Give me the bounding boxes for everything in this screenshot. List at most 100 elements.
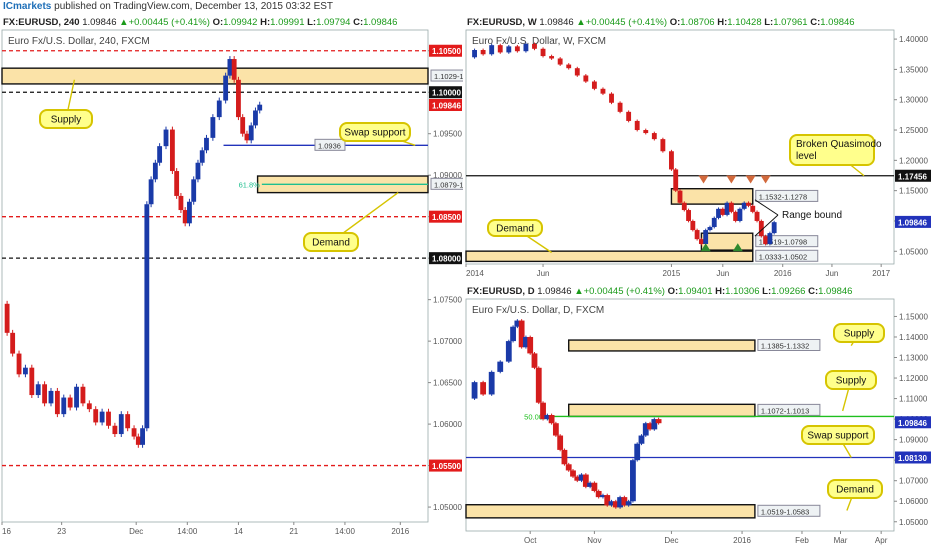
callout-text: Demand: [496, 224, 534, 235]
chart-weekly-panel[interactable]: FX:EURUSD, W 1.09846 ▲+0.00445 (+0.41%) …: [464, 14, 932, 283]
price-tag-box: [429, 252, 462, 265]
topline-part: FX:EURUSD, 240: [3, 17, 82, 28]
candle-body: [591, 482, 598, 491]
price-tag-box: [429, 44, 462, 57]
candle-body: [557, 58, 563, 65]
callout-text: Supply: [836, 376, 867, 387]
candle-body: [48, 390, 54, 404]
y-tick-label: 1.07000: [433, 337, 462, 346]
callout-box: [339, 122, 411, 142]
zone-label-box: [430, 177, 463, 190]
candle-body: [497, 361, 504, 372]
zone-box: [670, 188, 754, 205]
candle-body: [144, 204, 150, 429]
candle-body: [548, 415, 555, 424]
candle-body: [758, 220, 764, 237]
candle-body: [540, 402, 546, 420]
candle-body: [472, 50, 477, 58]
x-tick-label: 2016: [774, 269, 792, 278]
y-tick-label: 1.25000: [899, 126, 928, 135]
candle-body: [587, 482, 594, 487]
candle-body: [604, 495, 611, 506]
price-tag-label: 1.08000: [432, 255, 461, 264]
plot-area: [1, 29, 429, 523]
candle-body: [621, 497, 628, 506]
y-tick-label: 1.20000: [899, 156, 928, 165]
callout-text: Demand: [836, 485, 874, 496]
topline: FX:EURUSD, 240 1.09846 ▲+0.00445 (+0.41%…: [3, 17, 397, 28]
price-tag-label: 1.05500: [432, 462, 461, 471]
candle-body: [182, 210, 188, 224]
zone-label-box: [755, 249, 819, 262]
callout-2: Demand: [303, 192, 399, 252]
y-tick-label: 1.11000: [899, 395, 928, 404]
candle-body: [195, 162, 201, 180]
chart-h4-panel[interactable]: FX:EURUSD, 240 1.09846 ▲+0.00445 (+0.41%…: [0, 14, 463, 550]
zone-box: [568, 403, 756, 418]
candle-body: [514, 320, 521, 327]
candle-body: [35, 384, 41, 396]
callout-text: Demand: [312, 238, 350, 249]
candle-body: [106, 411, 111, 426]
candle-body: [681, 202, 687, 211]
zone-label: 1.1072-1.1013: [761, 406, 809, 415]
candle-body: [471, 382, 478, 399]
candle-body: [626, 111, 632, 121]
chart-daily-panel[interactable]: FX:EURUSD, D 1.09846 ▲+0.00445 (+0.41%) …: [464, 283, 932, 550]
brand-name[interactable]: ICmarkets: [3, 1, 52, 12]
up-arrow: [732, 243, 743, 252]
topline-part: 1.09401: [678, 286, 715, 297]
price-tag-label: 1.17456: [898, 172, 927, 181]
topline-part: C:: [353, 17, 363, 28]
callout-box: [789, 134, 875, 166]
candle-body: [157, 146, 163, 163]
callout-text: Supply: [844, 329, 875, 340]
candle-body: [152, 162, 158, 180]
candle-body: [42, 384, 48, 404]
candle-body: [741, 202, 747, 209]
candle-body: [698, 239, 704, 244]
candle-body: [647, 423, 653, 430]
topline-part: ▲+0.00445 (+0.41%): [576, 17, 669, 28]
price-tag-label: 1.10500: [432, 47, 461, 56]
y-tick-label: 1.06500: [433, 379, 462, 388]
candle-body: [557, 435, 564, 450]
callout-2: Demand: [487, 219, 552, 254]
price-tag-box: [429, 459, 462, 472]
candle-body: [125, 414, 131, 429]
candle-body: [565, 464, 572, 471]
candle-body: [489, 45, 495, 55]
zone-label: 1.1029-1.1010: [434, 72, 463, 81]
zone-box: [568, 339, 756, 352]
candle-body: [561, 449, 568, 465]
candle-body: [199, 150, 205, 163]
candle-body: [523, 43, 529, 52]
zone-box: [1, 67, 429, 85]
callout-0: Supply: [833, 323, 885, 346]
topline-part: H:: [260, 17, 270, 28]
x-tick-label: Jun: [716, 269, 729, 278]
chart-title: Euro Fx/U.S. Dollar, 240, FXCM: [8, 36, 150, 47]
callout-text-plain: Range bound: [782, 210, 842, 221]
chart-title: Euro Fx/U.S. Dollar, D, FXCM: [472, 305, 604, 316]
candle-body: [673, 169, 679, 191]
candle-body: [178, 195, 184, 211]
candle-body: [480, 50, 486, 55]
price-tag-box: [895, 451, 931, 464]
candle-body: [163, 129, 169, 147]
topline: FX:EURUSD, D 1.09846 ▲+0.00445 (+0.41%) …: [467, 286, 852, 297]
topline-part: L:: [764, 17, 773, 28]
x-tick-label: 14:00: [177, 527, 198, 536]
candle-body: [531, 353, 538, 368]
candle-body: [651, 133, 657, 140]
candle-body: [510, 326, 516, 342]
candle-body: [707, 227, 713, 231]
fib-label: 50.00%: [524, 412, 550, 421]
y-tick-label: 1.05000: [899, 247, 928, 256]
price-tag-label: 1.08500: [432, 213, 461, 222]
candle-body: [227, 59, 233, 76]
candle-body: [669, 151, 674, 170]
candle-body: [54, 390, 60, 415]
down-arrow: [760, 175, 771, 184]
y-tick-label: 1.07500: [433, 296, 462, 305]
